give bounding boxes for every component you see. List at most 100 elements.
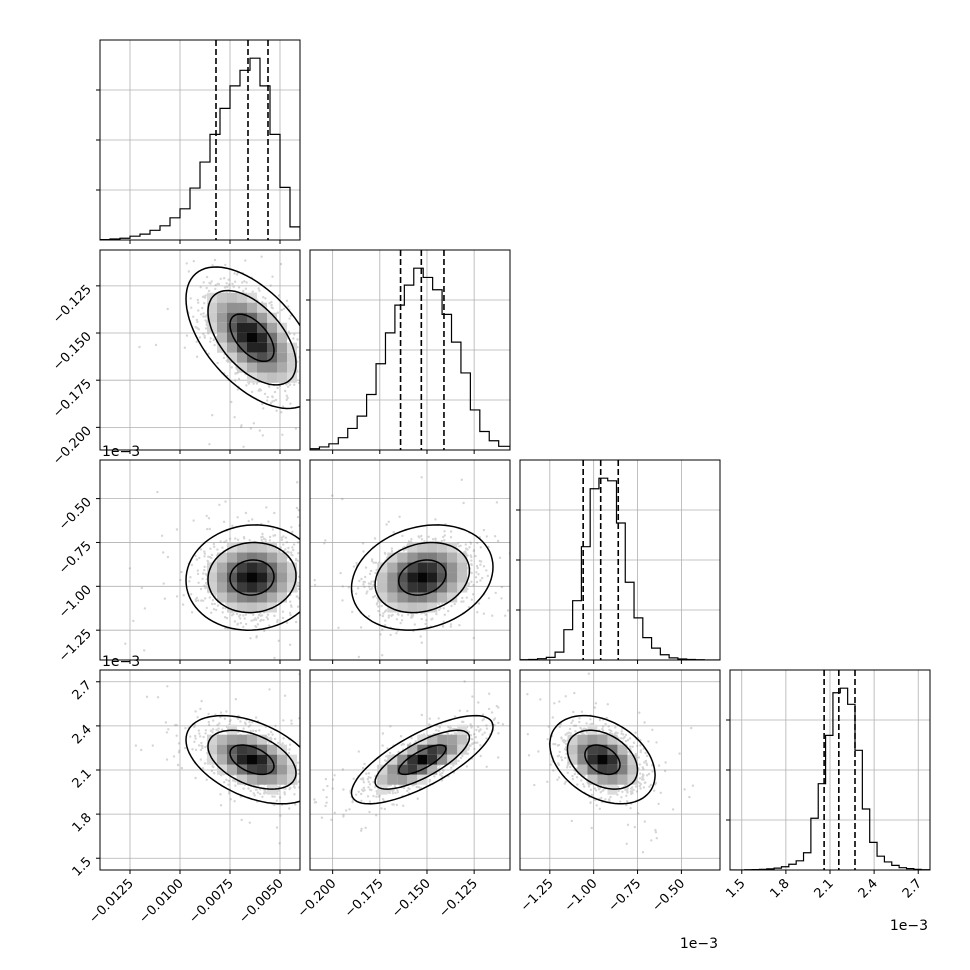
density-cell [627, 774, 638, 785]
density-cell [267, 572, 277, 583]
density-cell [407, 552, 418, 563]
density-cell [227, 582, 237, 593]
x-tick-label-p1: −0.125 [436, 876, 481, 921]
density-cell [247, 754, 257, 765]
density-cell [397, 592, 408, 603]
density-cell [287, 572, 297, 583]
density-cell [457, 562, 468, 573]
density-cell [597, 754, 608, 765]
density-cell [397, 562, 408, 573]
density-cell [227, 744, 237, 755]
x-offset-label-p3: 1e−3 [890, 918, 928, 934]
density-cell [437, 572, 448, 583]
density-cell [207, 302, 217, 313]
density-cell [587, 754, 598, 765]
x-tick-label-p0: −0.0100 [136, 876, 186, 926]
contour-1 [207, 541, 297, 614]
density-cell [217, 572, 227, 583]
density-cell [257, 542, 267, 553]
density-cell [377, 572, 388, 583]
scatter-p1-p3 [310, 670, 510, 870]
density-cell [397, 552, 408, 563]
density-cell [377, 592, 388, 603]
density-cell [227, 602, 237, 613]
density-cell [287, 764, 297, 775]
density-cell [427, 734, 438, 745]
contour-1 [207, 729, 297, 790]
density-cell [257, 582, 267, 593]
contour-0 [229, 559, 275, 596]
density-cell [597, 744, 608, 755]
density-cell [587, 774, 598, 785]
density-cell [237, 292, 247, 303]
density-cell [237, 322, 247, 333]
contour-1 [374, 729, 471, 790]
density-cell [277, 562, 287, 573]
density-cell [437, 582, 448, 593]
density-cell [227, 572, 237, 583]
scatter-p0-p3 [100, 670, 300, 870]
density-cell [237, 744, 247, 755]
density-cell [627, 764, 638, 775]
density-cell [237, 332, 247, 343]
density-cell [257, 744, 267, 755]
density-cell [277, 754, 287, 765]
density-cell [587, 764, 598, 775]
density-cell [447, 562, 458, 573]
contour-0 [584, 744, 621, 776]
density-cell [247, 362, 257, 373]
density-cell [257, 302, 267, 313]
density-cell [387, 592, 398, 603]
density-cell [267, 362, 277, 373]
density-cell [597, 734, 608, 745]
contour-0 [397, 744, 447, 776]
histogram-p1 [310, 250, 510, 450]
density-cell [227, 552, 237, 563]
density-cell [447, 542, 458, 553]
contour-0 [229, 313, 275, 363]
density-cell [267, 562, 277, 573]
histogram-p0 [100, 40, 300, 240]
x-tick-label-p3: 2.7 [900, 876, 925, 901]
density-cell [237, 362, 247, 373]
density-cell [427, 764, 438, 775]
y-tick-label-p1: −0.200 [50, 424, 95, 469]
density-cell [217, 592, 227, 603]
density-cell [387, 764, 398, 775]
hist-step-p3 [730, 687, 930, 870]
density-cell [267, 582, 277, 593]
density-cell [437, 744, 448, 755]
density-cell [287, 774, 297, 785]
density-cell [457, 734, 468, 745]
scatter-p0-p1 [100, 250, 300, 450]
density-cell [227, 322, 237, 333]
density-cell [447, 734, 458, 745]
density-cell [267, 552, 277, 563]
density-cell [457, 552, 468, 563]
hist-step-p2 [520, 477, 720, 660]
x-tick-label-p1: −0.200 [295, 876, 340, 921]
density-cell [257, 734, 267, 745]
density-cell [417, 542, 428, 553]
y-offset-label-row-2: 1e−3 [102, 444, 140, 460]
x-tick-label-p2: −1.25 [518, 876, 557, 915]
density-cell [217, 744, 227, 755]
density-cell [247, 572, 257, 583]
density-cell [257, 602, 267, 613]
density-cell [287, 352, 297, 363]
x-tick-label-p0: −0.0075 [186, 876, 236, 926]
density-cell [257, 592, 267, 603]
density-cell [437, 754, 448, 765]
density-cell [227, 734, 237, 745]
density-cell [627, 754, 638, 765]
scatter-p2-p3 [520, 670, 720, 870]
density-cell [237, 754, 247, 765]
density-cell [417, 592, 428, 603]
density-cell [607, 734, 618, 745]
y-tick-label-p3: 2.4 [70, 722, 95, 747]
density-cell [267, 764, 277, 775]
density-cell [417, 552, 428, 563]
y-offset-label-row-3: 1e−3 [102, 654, 140, 670]
density-cell [237, 352, 247, 363]
y-tick-label-p2: −0.50 [56, 495, 95, 534]
